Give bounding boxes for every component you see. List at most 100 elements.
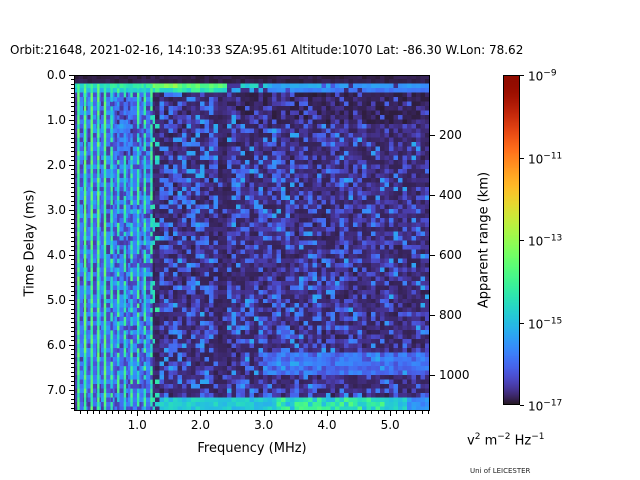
y-minor-tick bbox=[71, 205, 74, 207]
y-minor-tick bbox=[71, 151, 74, 153]
y-major-tick bbox=[69, 254, 74, 256]
y-major-tick bbox=[69, 344, 74, 346]
y-minor-tick bbox=[71, 223, 74, 225]
y-major-tick bbox=[69, 389, 74, 391]
y-minor-tick bbox=[71, 340, 74, 342]
y-minor-tick bbox=[71, 241, 74, 243]
colorbar-tick bbox=[520, 240, 524, 241]
y-minor-tick bbox=[71, 331, 74, 333]
y-minor-tick bbox=[71, 83, 74, 85]
y2-major-tick bbox=[430, 314, 435, 316]
plot-title: Orbit:21648, 2021-02-16, 14:10:33 SZA:95… bbox=[10, 43, 524, 57]
x-minor-tick bbox=[143, 411, 145, 414]
y2-axis-label: Apparent range (km) bbox=[476, 171, 492, 309]
y-minor-tick bbox=[71, 115, 74, 117]
y-minor-tick bbox=[71, 263, 74, 265]
x-minor-tick bbox=[232, 411, 234, 414]
y-minor-tick bbox=[71, 146, 74, 148]
y-minor-tick bbox=[71, 106, 74, 108]
x-minor-tick bbox=[295, 411, 297, 414]
x-minor-tick bbox=[187, 411, 189, 414]
y-minor-tick bbox=[71, 232, 74, 234]
credit-text: Uni of LEICESTER bbox=[470, 467, 531, 475]
y-minor-tick bbox=[71, 160, 74, 162]
y-minor-tick bbox=[71, 304, 74, 306]
x-minor-tick bbox=[333, 411, 335, 414]
x-minor-tick bbox=[225, 411, 227, 414]
y-tick-label: 3.0 bbox=[46, 202, 66, 217]
x-minor-tick bbox=[213, 411, 215, 414]
y2-tick-label: 1000 bbox=[439, 367, 470, 382]
x-major-tick bbox=[326, 411, 328, 416]
y-tick-label: 6.0 bbox=[46, 337, 66, 352]
y-minor-tick bbox=[71, 142, 74, 144]
y2-major-tick bbox=[430, 194, 435, 196]
y-minor-tick bbox=[71, 110, 74, 112]
y-tick-label: 1.0 bbox=[46, 112, 66, 127]
x-minor-tick bbox=[194, 411, 196, 414]
colorbar-tick bbox=[520, 322, 524, 324]
x-minor-tick bbox=[288, 411, 290, 414]
y-minor-tick bbox=[71, 272, 74, 274]
x-minor-tick bbox=[105, 411, 107, 414]
y2-major-tick bbox=[430, 134, 435, 136]
y-major-tick bbox=[69, 119, 74, 121]
y-major-tick bbox=[69, 164, 74, 166]
x-minor-tick bbox=[396, 411, 398, 414]
y-minor-tick bbox=[71, 200, 74, 202]
colorbar-tick-label: 10−13 bbox=[528, 233, 563, 249]
colorbar-tick bbox=[520, 75, 524, 76]
y-major-tick bbox=[69, 299, 74, 301]
y-minor-tick bbox=[71, 88, 74, 90]
y-minor-tick bbox=[71, 358, 74, 360]
x-tick-label: 3.0 bbox=[254, 418, 274, 432]
y-minor-tick bbox=[71, 79, 74, 81]
x-axis-label: Frequency (MHz) bbox=[197, 441, 307, 456]
y2-major-tick bbox=[430, 374, 435, 376]
y2-tick-label: 600 bbox=[439, 247, 462, 262]
y-minor-tick bbox=[71, 398, 74, 400]
y-minor-tick bbox=[71, 376, 74, 378]
y-tick-label: 5.0 bbox=[46, 292, 66, 307]
x-minor-tick bbox=[301, 411, 303, 414]
y-major-tick bbox=[69, 209, 74, 211]
y-minor-tick bbox=[71, 173, 74, 175]
y-minor-tick bbox=[71, 236, 74, 238]
x-tick-label: 2.0 bbox=[190, 418, 210, 432]
colorbar-tick bbox=[520, 157, 524, 159]
colorbar-gradient-canvas bbox=[503, 75, 520, 405]
y-minor-tick bbox=[71, 218, 74, 220]
y-tick-label: 0.0 bbox=[46, 68, 66, 82]
y-minor-tick bbox=[71, 182, 74, 184]
y-minor-tick bbox=[71, 326, 74, 328]
x-tick-label: 4.0 bbox=[317, 418, 337, 432]
y-tick-label: 4.0 bbox=[46, 247, 66, 262]
x-minor-tick bbox=[276, 411, 278, 414]
x-minor-tick bbox=[270, 411, 272, 414]
y-minor-tick bbox=[71, 277, 74, 279]
y-minor-tick bbox=[71, 259, 74, 261]
y-major-tick bbox=[69, 75, 74, 76]
y-minor-tick bbox=[71, 196, 74, 198]
x-minor-tick bbox=[80, 411, 82, 414]
x-minor-tick bbox=[358, 411, 360, 414]
x-minor-tick bbox=[251, 411, 253, 414]
y-minor-tick bbox=[71, 124, 74, 126]
x-minor-tick bbox=[421, 411, 423, 414]
x-minor-tick bbox=[168, 411, 170, 414]
y-minor-tick bbox=[71, 268, 74, 270]
y-minor-tick bbox=[71, 191, 74, 193]
y-minor-tick bbox=[71, 403, 74, 405]
x-minor-tick bbox=[149, 411, 151, 414]
y-minor-tick bbox=[71, 335, 74, 337]
y-minor-tick bbox=[71, 214, 74, 216]
x-minor-tick bbox=[371, 411, 373, 414]
y-minor-tick bbox=[71, 371, 74, 373]
y-minor-tick bbox=[71, 290, 74, 292]
y-minor-tick bbox=[71, 250, 74, 252]
y2-major-tick bbox=[430, 254, 435, 256]
x-minor-tick bbox=[130, 411, 132, 414]
spectrogram-plot bbox=[74, 75, 430, 411]
x-minor-tick bbox=[257, 411, 259, 414]
